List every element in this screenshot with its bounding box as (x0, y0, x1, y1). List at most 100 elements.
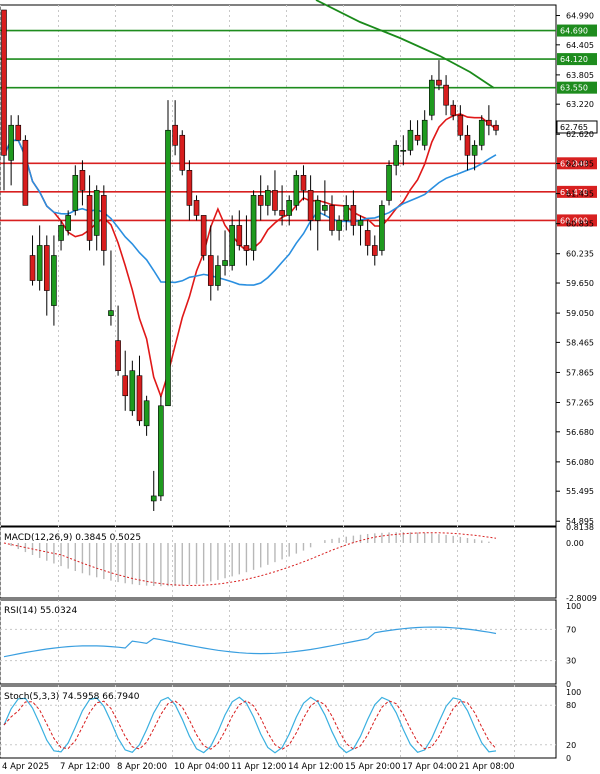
panel-frame-0 (0, 4, 557, 527)
candle-body-12 (86, 195, 93, 241)
price-line-tag-3 (557, 157, 597, 170)
rsi-tick-3: 0 (566, 680, 571, 689)
panel-frame-3 (0, 685, 557, 759)
x-label-1: 7 Apr 12:00 (60, 762, 110, 772)
price-line-label-3: 62.040 (560, 159, 588, 168)
stoch-tick-0: 100 (566, 688, 581, 697)
candle-body-52 (371, 245, 378, 256)
x-label-0: 4 Apr 2025 (2, 762, 49, 772)
stoch-tick-3: 0 (566, 754, 571, 763)
price-line-label-2: 63.550 (560, 84, 588, 93)
candle-body-30 (215, 265, 221, 286)
y-tick-label-14: 56.680 (566, 428, 594, 437)
candle-body-24 (172, 124, 178, 146)
candle-body-37 (265, 190, 271, 206)
candle-body-6 (43, 245, 50, 291)
candle-body-15 (108, 310, 114, 316)
candle-body-45 (322, 205, 328, 211)
candle-body-55 (393, 144, 399, 166)
candle-body-2 (15, 124, 22, 141)
y-tick-label-13: 57.265 (566, 399, 594, 408)
candle-body-17 (122, 375, 129, 397)
candle-body-47 (336, 220, 342, 231)
candle-body-11 (79, 170, 86, 191)
candle-body-32 (229, 225, 235, 266)
y-tick-label-9: 59.650 (566, 279, 594, 288)
candle-body-68 (486, 119, 492, 126)
candle-body-22 (158, 405, 164, 497)
macd-tick-2: -2.8009 (566, 594, 597, 603)
price-line-tag-1 (557, 53, 597, 66)
x-label-8: 21 Apr 08:00 (459, 762, 514, 772)
price-line-tag-0 (557, 24, 597, 37)
candle-body-26 (186, 170, 193, 206)
y-tick-label-5: 62.035 (566, 160, 594, 169)
candle-body-8 (58, 225, 64, 241)
candle-body-44 (314, 200, 321, 221)
candle-body-21 (150, 495, 157, 502)
rsi-tick-2: 30 (566, 657, 576, 666)
candle-body-4 (29, 255, 36, 281)
candle-body-54 (386, 165, 392, 201)
price-line-label-0: 64.690 (560, 27, 588, 36)
candle-body-19 (136, 375, 143, 422)
ma-slow-line (315, 0, 495, 89)
candles (1, 9, 499, 511)
candle-body-5 (36, 245, 43, 281)
y-tick-label-6: 61.435 (566, 190, 594, 199)
candle-body-40 (286, 200, 293, 216)
x-label-6: 15 Apr 20:00 (345, 762, 400, 772)
candle-body-3 (22, 139, 29, 206)
candle-body-28 (200, 215, 207, 256)
panel-frame-1 (0, 526, 557, 599)
y-tick-label-11: 58.465 (566, 338, 594, 347)
candle-body-16 (115, 340, 121, 372)
candle-body-35 (250, 195, 257, 251)
x-label-7: 17 Apr 04:00 (402, 762, 457, 772)
price-lines: 64.690 64.120 63.550 62.040 61.470 60.900 62.7… (0, 24, 598, 227)
y-tick-label-2: 63.805 (566, 71, 594, 80)
y-tick-label-16: 55.495 (566, 487, 594, 496)
current-price-tag (556, 120, 598, 134)
y-tick-label-4: 62.620 (566, 130, 594, 139)
ma-fast-line (3, 113, 497, 399)
candle-body-1 (8, 124, 14, 161)
panel-frame-2 (0, 599, 557, 685)
x-label-5: 14 Apr 12:00 (288, 762, 343, 772)
x-label-4: 11 Apr 12:00 (231, 762, 286, 772)
candle-body-25 (179, 134, 186, 171)
current-price-label: 62.765 (560, 123, 588, 132)
y-tick-label-10: 59.050 (566, 309, 594, 318)
candle-body-9 (65, 215, 71, 231)
macd-tick-0: 0.8138 (566, 523, 594, 532)
candle-body-50 (357, 220, 364, 226)
macd-label: MACD(12,26,9) 0.3845 0.5025 (4, 533, 141, 543)
x-label-3: 10 Apr 04:00 (174, 762, 229, 772)
candle-body-69 (493, 124, 499, 131)
candle-body-43 (307, 190, 314, 221)
macd-signal-line (3, 532, 497, 587)
x-axis: 4 Apr 2025 7 Apr 12:00 8 Apr 20:00 10 Apr 0… (2, 762, 514, 772)
price-line-tag-4 (557, 185, 597, 198)
candle-body-65 (464, 134, 471, 156)
stoch-label: Stoch(5,3,3) 74.5958 66.7940 (4, 692, 140, 702)
y-tick-label-17: 54.895 (566, 517, 594, 526)
price-line-tag-5 (557, 214, 597, 227)
candle-body-58 (414, 134, 421, 141)
candle-body-49 (350, 205, 357, 226)
candle-body-33 (236, 225, 243, 246)
candle-body-23 (165, 129, 171, 407)
y-tick-label-8: 60.235 (566, 250, 594, 259)
candle-body-41 (293, 175, 300, 206)
y-tick-label-7: 60.835 (566, 220, 594, 229)
candle-body-63 (450, 104, 457, 116)
candle-body-18 (129, 370, 136, 412)
y-tick-label-3: 63.220 (566, 100, 594, 109)
y-tick-label-1: 64.405 (566, 41, 594, 50)
y-tick-label-15: 56.080 (566, 458, 594, 467)
price-line-label-4: 61.470 (560, 188, 588, 197)
candle-body-57 (407, 129, 414, 151)
stoch-main-line (3, 696, 497, 754)
candle-body-36 (257, 195, 264, 206)
candle-body-64 (457, 114, 464, 136)
